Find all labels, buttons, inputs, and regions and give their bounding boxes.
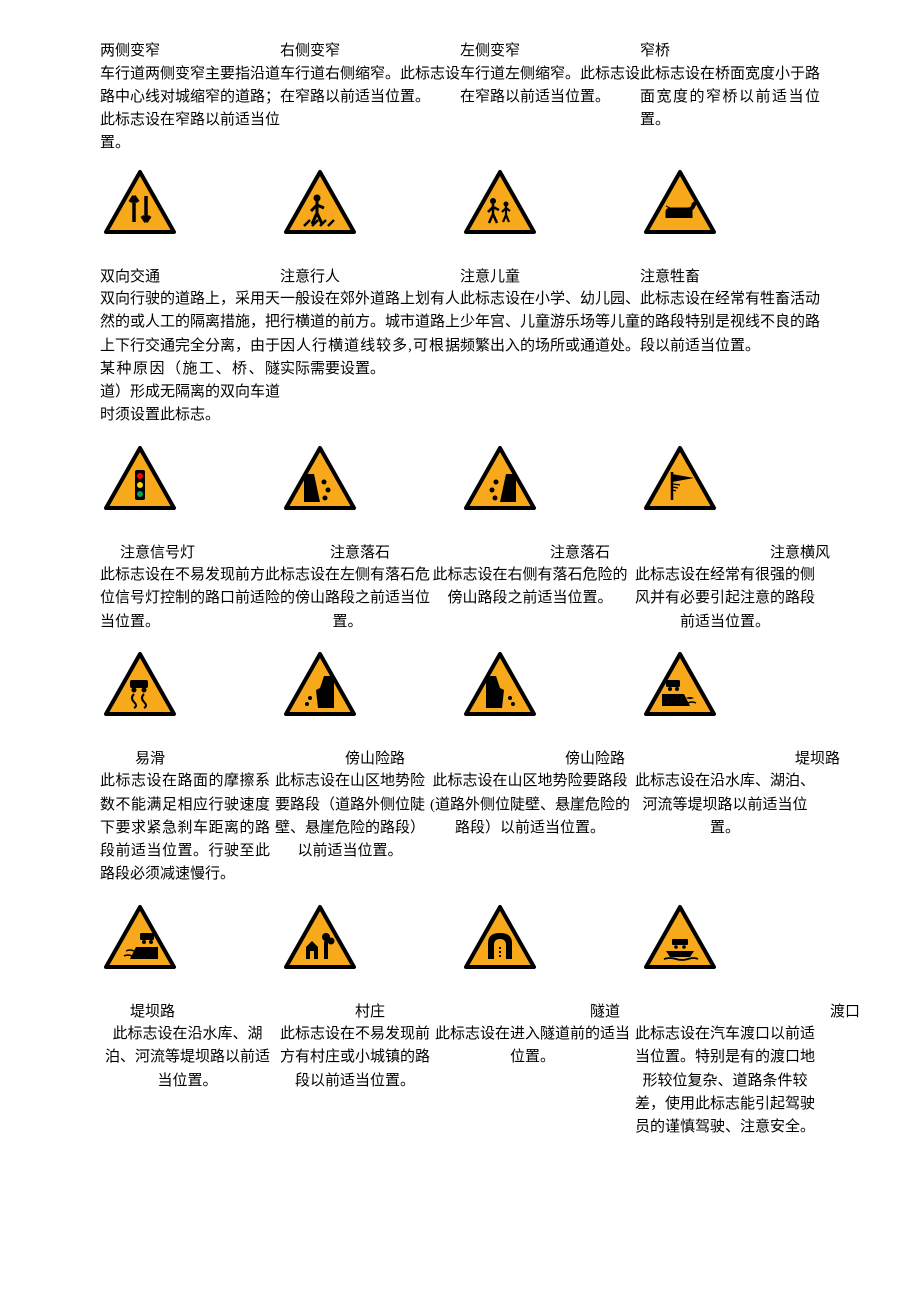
desc: 此标志设在小学、幼儿园、少年宫、儿童游乐场等儿童频繁出入的场所或通道处。 <box>460 288 640 428</box>
cliff-left-sign <box>280 650 460 720</box>
title: 注意信号灯 <box>100 542 300 565</box>
title: 注意行人 <box>280 266 460 289</box>
title: 傍山险路 <box>525 748 745 771</box>
children-sign <box>460 168 640 238</box>
title: 双向交通 <box>100 266 280 289</box>
desc: 此标志设在不易发现前方有村庄或小城镇的路段以前适当位置。 <box>275 1023 435 1139</box>
desc: 此标志设在桥面宽度小于路面宽度的窄桥以前适当位置。 <box>640 63 820 156</box>
title: 注意落石 <box>300 542 510 565</box>
title: 左侧变窄 <box>460 40 640 63</box>
row3-signs <box>100 650 820 720</box>
desc: 双向行驶的道路上，采用天然的或人工的隔离措施，把上下行交通完全分离，由于某种原因… <box>100 288 280 428</box>
desc: 此标志设在沿水库、湖泊、河流等堤坝路以前适当位置。 <box>630 770 820 886</box>
pedestrian-sign <box>280 168 460 238</box>
row3-titles: 易滑 傍山险路 傍山险路 堤坝路 <box>100 748 820 771</box>
crosswind-sign <box>640 444 820 514</box>
row2-signs <box>100 444 820 514</box>
tunnel-sign <box>460 903 640 973</box>
title: 堤坝路 <box>745 748 920 771</box>
row1-signs <box>100 168 820 238</box>
desc: 车行道左侧缩窄。此标志设在窄路以前适当位置。 <box>460 63 640 156</box>
desc: 车行道两侧变窄主要指沿道路中心线对城缩窄的道路；此标志设在窄路以前适当位置。 <box>100 63 280 156</box>
embankment-right-sign <box>640 650 820 720</box>
falling-rocks-left-sign <box>280 444 460 514</box>
desc: 此标志设在山区地势险要路段(道路外侧位陡壁、悬崖危险的路段）以前适当位置。 <box>430 770 630 886</box>
title: 村庄 <box>310 1001 535 1024</box>
desc: 此标志设在左侧有落石危险的傍山路段之前适当位置。 <box>265 564 430 634</box>
two-way-traffic-sign <box>100 168 280 238</box>
title: 右侧变窄 <box>280 40 460 63</box>
desc: 一般设在郊外道路上划有人行横道的前方。城市道路上因人行横道线较多,可根据实际需要… <box>280 288 460 428</box>
row0-titles: 两侧变窄 右侧变窄 左侧变窄 窄桥 <box>100 40 820 63</box>
traffic-light-sign <box>100 444 280 514</box>
desc: 此标志设在汽车渡口以前适当位置。特别是有的渡口地形较位复杂、道路条件较差，使用此… <box>630 1023 820 1139</box>
ferry-sign <box>640 903 820 973</box>
title: 注意落石 <box>510 542 730 565</box>
title: 窄桥 <box>640 40 820 63</box>
row0-descs: 车行道两侧变窄主要指沿道路中心线对城缩窄的道路；此标志设在窄路以前适当位置。 车… <box>100 63 820 156</box>
desc: 此标志设在路面的摩擦系数不能满足相应行驶速度下要求紧急刹车距离的路段前适当位置。… <box>100 770 270 886</box>
village-sign <box>280 903 460 973</box>
title: 堤坝路 <box>100 1001 310 1024</box>
falling-rocks-right-sign <box>460 444 640 514</box>
desc: 此标志设在进入隧道前的适当位置。 <box>435 1023 630 1139</box>
row1-descs: 双向行驶的道路上，采用天然的或人工的隔离措施，把上下行交通完全分离，由于某种原因… <box>100 288 820 428</box>
row1-titles: 双向交通 注意行人 注意儿童 注意牲畜 <box>100 266 820 289</box>
row4-titles: 堤坝路 村庄 隧道 渡口 <box>100 1001 820 1024</box>
title: 渡口 <box>770 1001 920 1024</box>
row2-descs: 此标志设在不易发现前方位信号灯控制的路口前适当位置。 此标志设在左侧有落石危险的… <box>100 564 820 634</box>
embankment-left-sign <box>100 903 280 973</box>
row2-titles: 注意信号灯 注意落石 注意落石 注意横风 <box>100 542 820 565</box>
slippery-sign <box>100 650 280 720</box>
title: 傍山险路 <box>315 748 525 771</box>
cliff-right-sign <box>460 650 640 720</box>
title: 隧道 <box>535 1001 770 1024</box>
row3-descs: 此标志设在路面的摩擦系数不能满足相应行驶速度下要求紧急刹车距离的路段前适当位置。… <box>100 770 820 886</box>
title: 两侧变窄 <box>100 40 280 63</box>
desc: 此标志设在山区地势险要路段（道路外侧位陡壁、悬崖危险的路段）以前适当位置。 <box>270 770 430 886</box>
title: 注意牲畜 <box>640 266 820 289</box>
desc: 此标志设在右侧有落石危险的傍山路段之前适当位置。 <box>430 564 630 634</box>
desc: 此标志设在不易发现前方位信号灯控制的路口前适当位置。 <box>100 564 265 634</box>
desc: 此标志设在经常有牲畜活动的路段特别是视线不良的路段以前适当位置。 <box>640 288 820 428</box>
desc: 此标志设在经常有很强的侧风并有必要引起注意的路段前适当位置。 <box>630 564 820 634</box>
row4-signs <box>100 903 820 973</box>
desc: 车行道右侧缩窄。此标志设在窄路以前适当位置。 <box>280 63 460 156</box>
desc: 此标志设在沿水库、湖泊、河流等堤坝路以前适当位置。 <box>100 1023 275 1139</box>
title: 注意横风 <box>730 542 920 565</box>
row4-descs: 此标志设在沿水库、湖泊、河流等堤坝路以前适当位置。 此标志设在不易发现前方有村庄… <box>100 1023 820 1139</box>
livestock-sign <box>640 168 820 238</box>
title: 易滑 <box>100 748 315 771</box>
title: 注意儿童 <box>460 266 640 289</box>
